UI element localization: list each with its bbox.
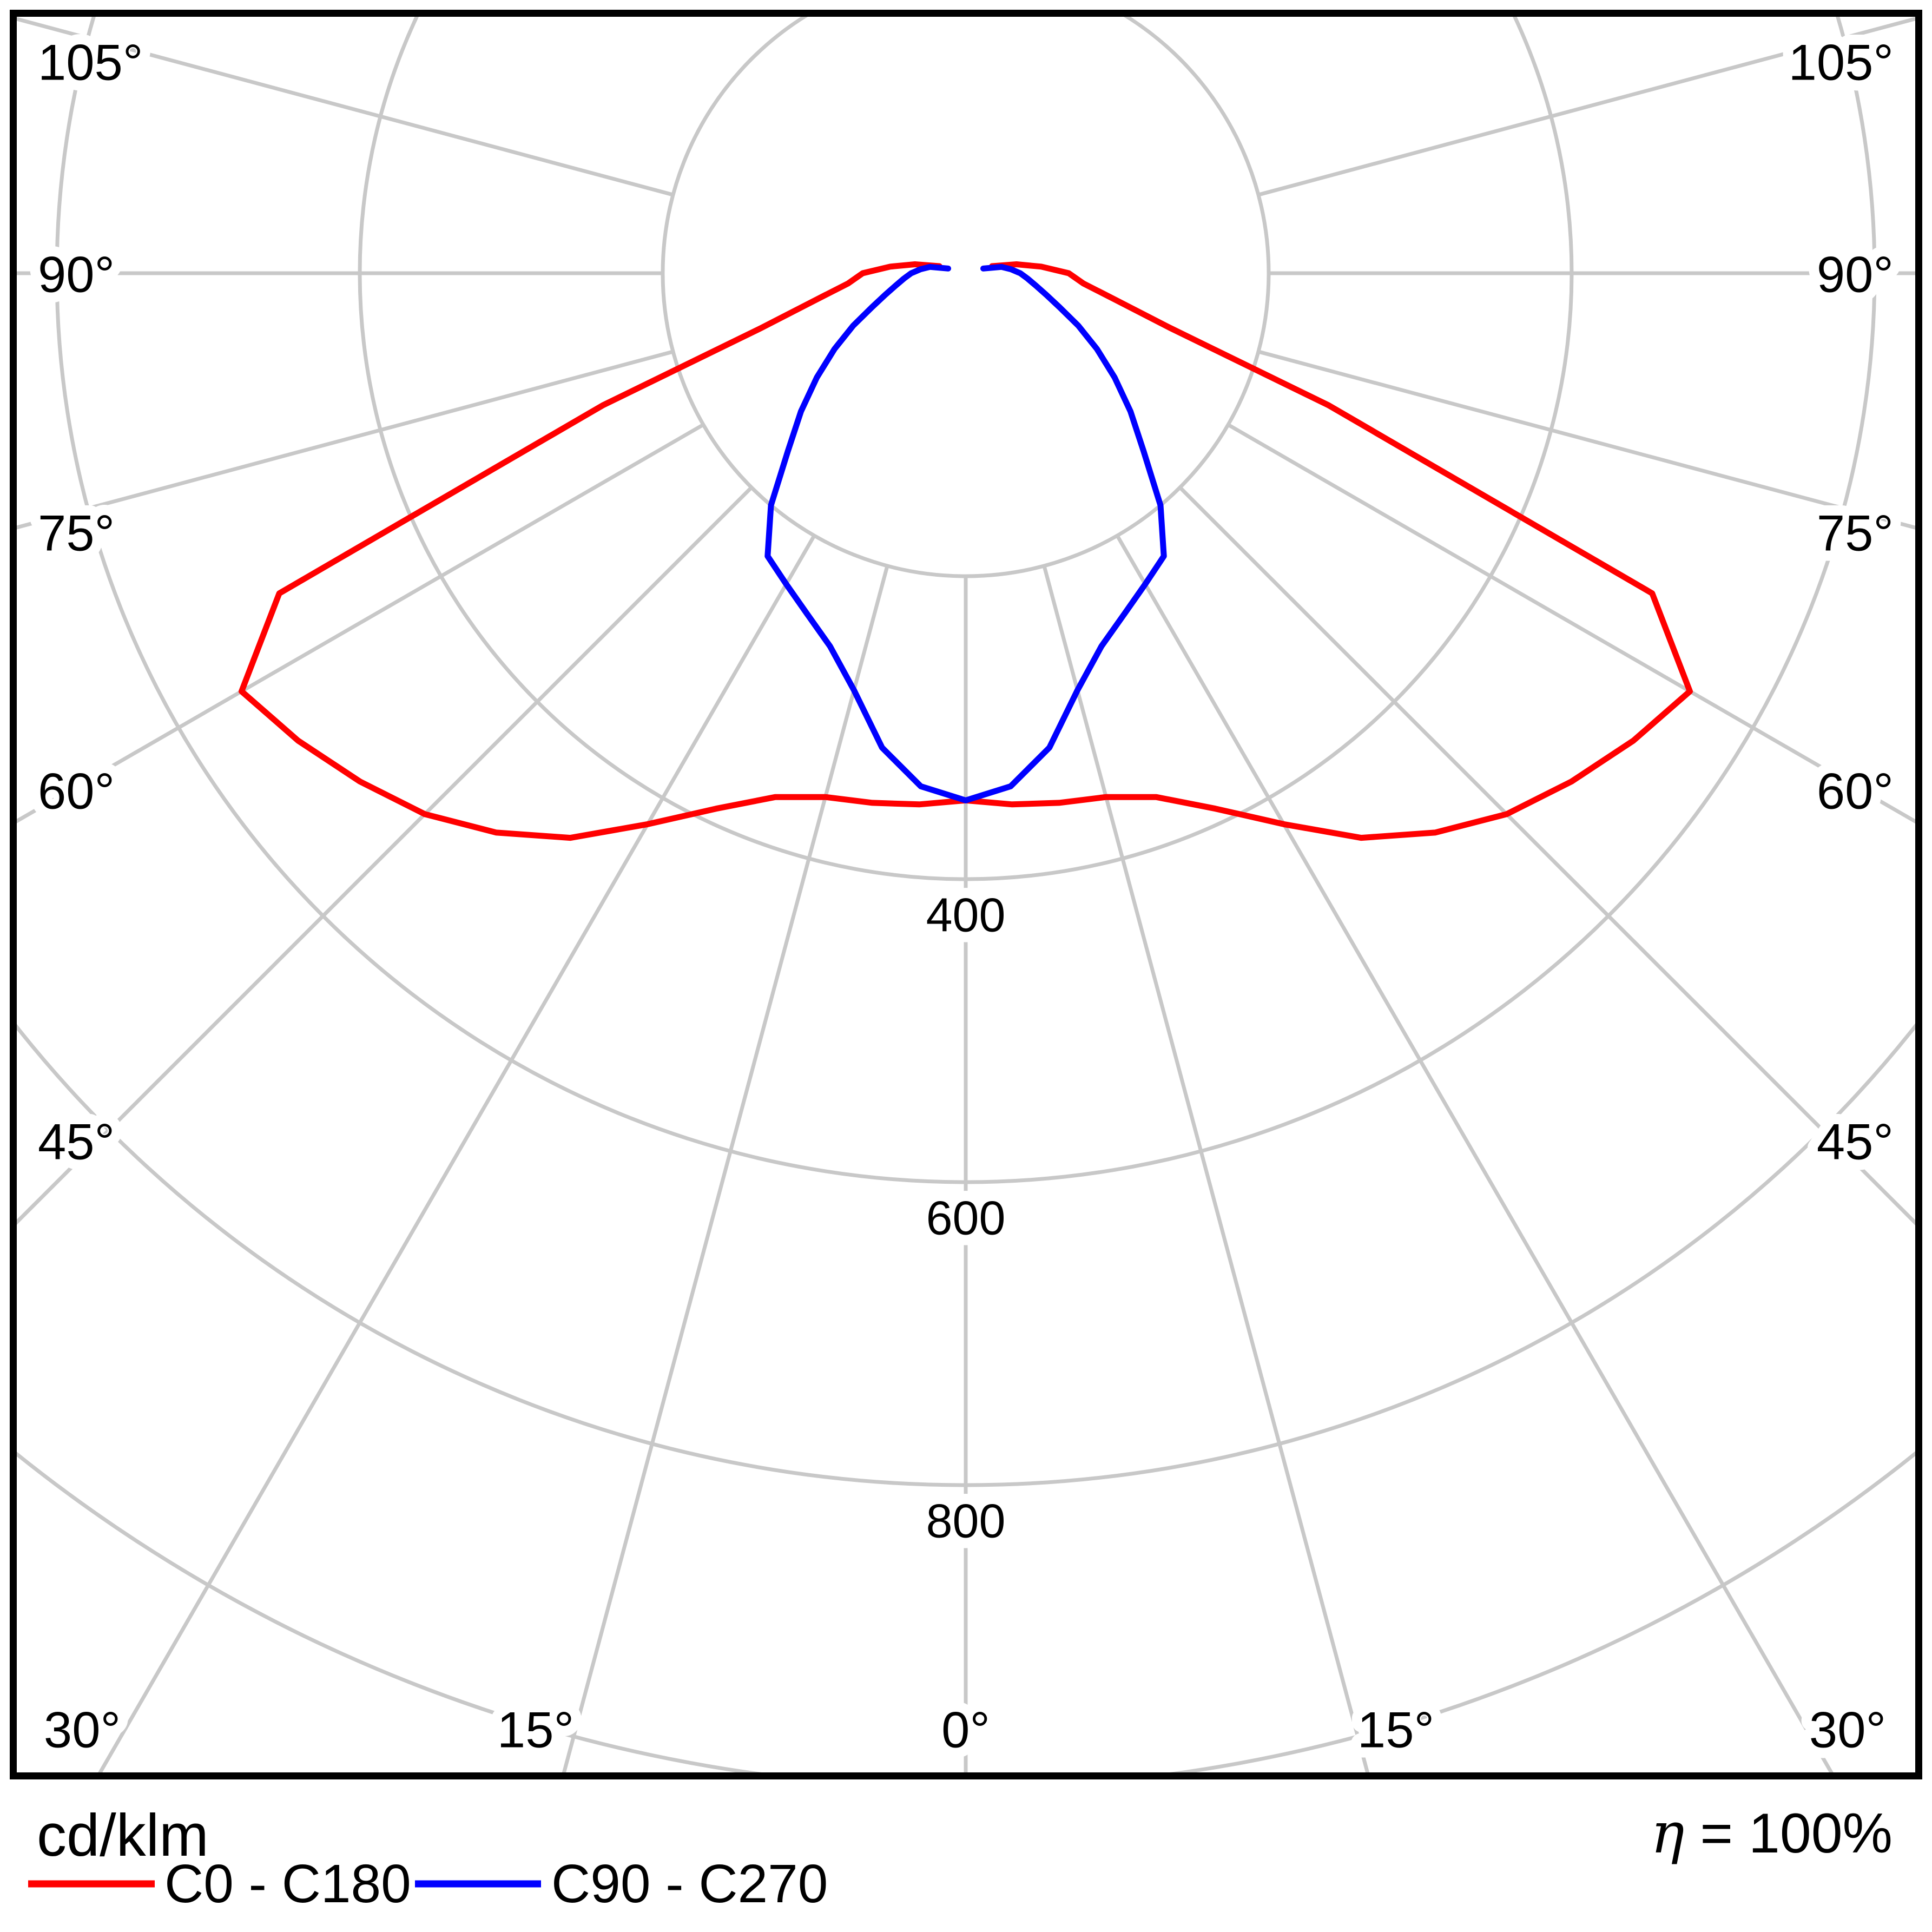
- ring-label-400: 400: [926, 888, 1006, 942]
- angle-label-bottom-left-15: 15°: [497, 1702, 574, 1758]
- grid-radial-left-45: [17, 486, 753, 1225]
- grid-radial-left-105: [17, 17, 674, 197]
- angle-label-left-60: 60°: [38, 763, 115, 820]
- angle-label-left-45: 45°: [38, 1113, 115, 1170]
- curve-c90-c270: [764, 263, 1167, 803]
- legend: C0 - C180 C90 - C270: [28, 1854, 828, 1914]
- angle-label-left-75: 75°: [38, 505, 115, 562]
- angle-label-bottom-0: 0°: [941, 1702, 990, 1758]
- angle-labels: 105° 105° 90° 90° 75° 75° 60° 60° 45° 45° 30° 15° 0°…: [28, 24, 1904, 1769]
- ring-value-labels: 400 600 800: [916, 878, 1016, 1558]
- efficiency-label: η = 100%: [1651, 1800, 1893, 1866]
- grid-radial-left-30: [98, 535, 816, 1772]
- legend-label-c90-c270: C90 - C270: [551, 1854, 828, 1914]
- angle-label-bottom-left-30: 30°: [44, 1702, 121, 1758]
- grid-radial-right-30: [1115, 535, 1834, 1772]
- grid-radial-right-60: [1227, 423, 1915, 824]
- angle-label-right-75: 75°: [1817, 505, 1894, 562]
- grid-radial-right-45: [1178, 486, 1915, 1225]
- grid-radial-left-15: [562, 565, 889, 1772]
- grid-radial-right-15: [1042, 565, 1370, 1772]
- intensity-curves: [239, 261, 1693, 841]
- grid-radial-right-105: [1258, 17, 1915, 197]
- legend-label-c0-c180: C0 - C180: [164, 1854, 411, 1914]
- angle-label-right-60: 60°: [1817, 763, 1894, 820]
- grid-radial-left-60: [17, 423, 704, 823]
- grid-radial-right-75: [1258, 350, 1915, 530]
- angle-label-bottom-right-30: 30°: [1809, 1702, 1886, 1758]
- angle-label-bottom-right-15: 15°: [1357, 1702, 1434, 1758]
- angle-label-right-105: 105°: [1789, 34, 1894, 91]
- units-label: cd/klm: [37, 1802, 209, 1869]
- grid-ring-200: [661, 17, 1271, 578]
- angle-label-left-105: 105°: [38, 34, 143, 91]
- efficiency-value: = 100%: [1684, 1802, 1893, 1865]
- angle-label-left-90: 90°: [38, 246, 115, 303]
- plot-frame: [10, 10, 1922, 1779]
- ring-label-800: 800: [926, 1494, 1006, 1548]
- angle-label-right-90: 90°: [1817, 246, 1894, 303]
- ring-label-600: 600: [926, 1191, 1006, 1245]
- grid-radial-left-75: [17, 350, 674, 530]
- angle-label-right-45: 45°: [1817, 1113, 1894, 1170]
- eta-symbol: η: [1651, 1800, 1684, 1866]
